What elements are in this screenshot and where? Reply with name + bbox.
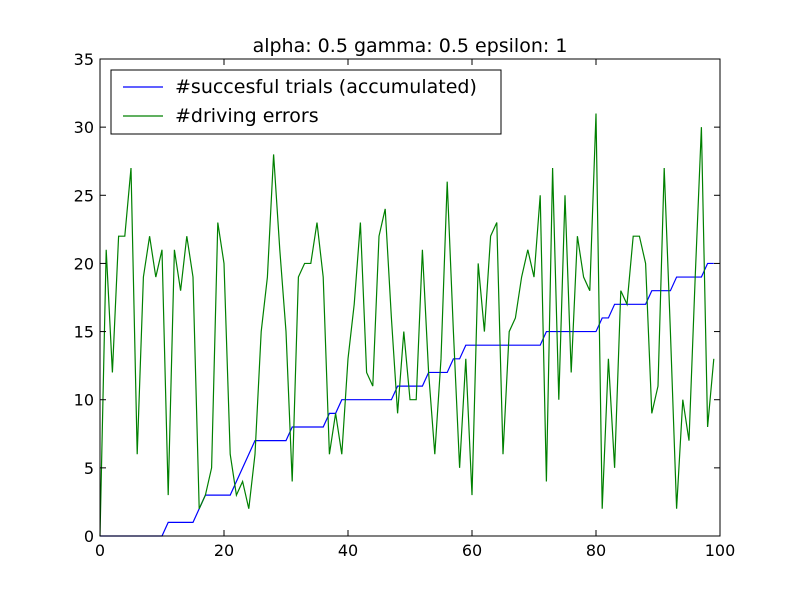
x-tick-label: 20 <box>214 541 234 560</box>
chart-title: alpha: 0.5 gamma: 0.5 epsilon: 1 <box>253 35 568 57</box>
plot-area <box>100 59 720 536</box>
x-tick-label: 60 <box>462 541 482 560</box>
x-tick-label: 40 <box>338 541 358 560</box>
y-tick-label: 25 <box>74 186 94 205</box>
y-tick-label: 10 <box>74 391 94 410</box>
x-tick-label: 100 <box>705 541 736 560</box>
legend: #succesful trials (accumulated) #driving… <box>110 69 502 135</box>
legend-label-driving-errors: #driving errors <box>175 105 319 127</box>
y-tick-label: 20 <box>74 254 94 273</box>
x-tick-label: 0 <box>95 541 105 560</box>
y-tick-label: 5 <box>84 459 94 478</box>
legend-box <box>110 69 502 135</box>
y-tick-label: 30 <box>74 118 94 137</box>
legend-label-successful-trials: #succesful trials (accumulated) <box>175 76 477 98</box>
y-tick-label: 15 <box>74 323 94 342</box>
y-tick-label: 0 <box>84 527 94 546</box>
plot-frame <box>99 58 721 537</box>
y-tick-label: 35 <box>74 50 94 69</box>
axis-ticks: 0 20 40 60 80 100 0 5 10 15 20 25 30 35 <box>74 50 736 560</box>
x-tick-label: 80 <box>586 541 606 560</box>
series-line-driving-errors <box>99 113 715 537</box>
series-layer <box>99 113 715 537</box>
